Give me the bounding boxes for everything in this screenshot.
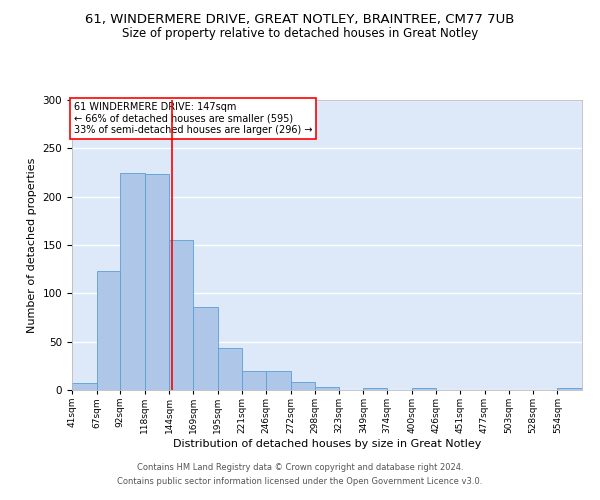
Bar [193, 307, 218, 390]
X-axis label: Distribution of detached houses by size in Great Notley: Distribution of detached houses by size … [173, 439, 481, 449]
Bar [412, 388, 436, 390]
Text: 61, WINDERMERE DRIVE, GREAT NOTLEY, BRAINTREE, CM77 7UB: 61, WINDERMERE DRIVE, GREAT NOTLEY, BRAI… [85, 12, 515, 26]
Bar [169, 240, 193, 390]
Bar [364, 388, 387, 390]
Bar [266, 370, 290, 390]
Text: Contains public sector information licensed under the Open Government Licence v3: Contains public sector information licen… [118, 477, 482, 486]
Bar [315, 387, 339, 390]
Bar [97, 271, 120, 390]
Bar [242, 370, 266, 390]
Text: Size of property relative to detached houses in Great Notley: Size of property relative to detached ho… [122, 28, 478, 40]
Bar [290, 382, 315, 390]
Bar [145, 174, 169, 390]
Text: 61 WINDERMERE DRIVE: 147sqm
← 66% of detached houses are smaller (595)
33% of se: 61 WINDERMERE DRIVE: 147sqm ← 66% of det… [74, 102, 313, 135]
Text: Contains HM Land Registry data © Crown copyright and database right 2024.: Contains HM Land Registry data © Crown c… [137, 464, 463, 472]
Bar [120, 172, 145, 390]
Bar [557, 388, 582, 390]
Bar [218, 348, 242, 390]
Bar [72, 383, 97, 390]
Y-axis label: Number of detached properties: Number of detached properties [27, 158, 37, 332]
